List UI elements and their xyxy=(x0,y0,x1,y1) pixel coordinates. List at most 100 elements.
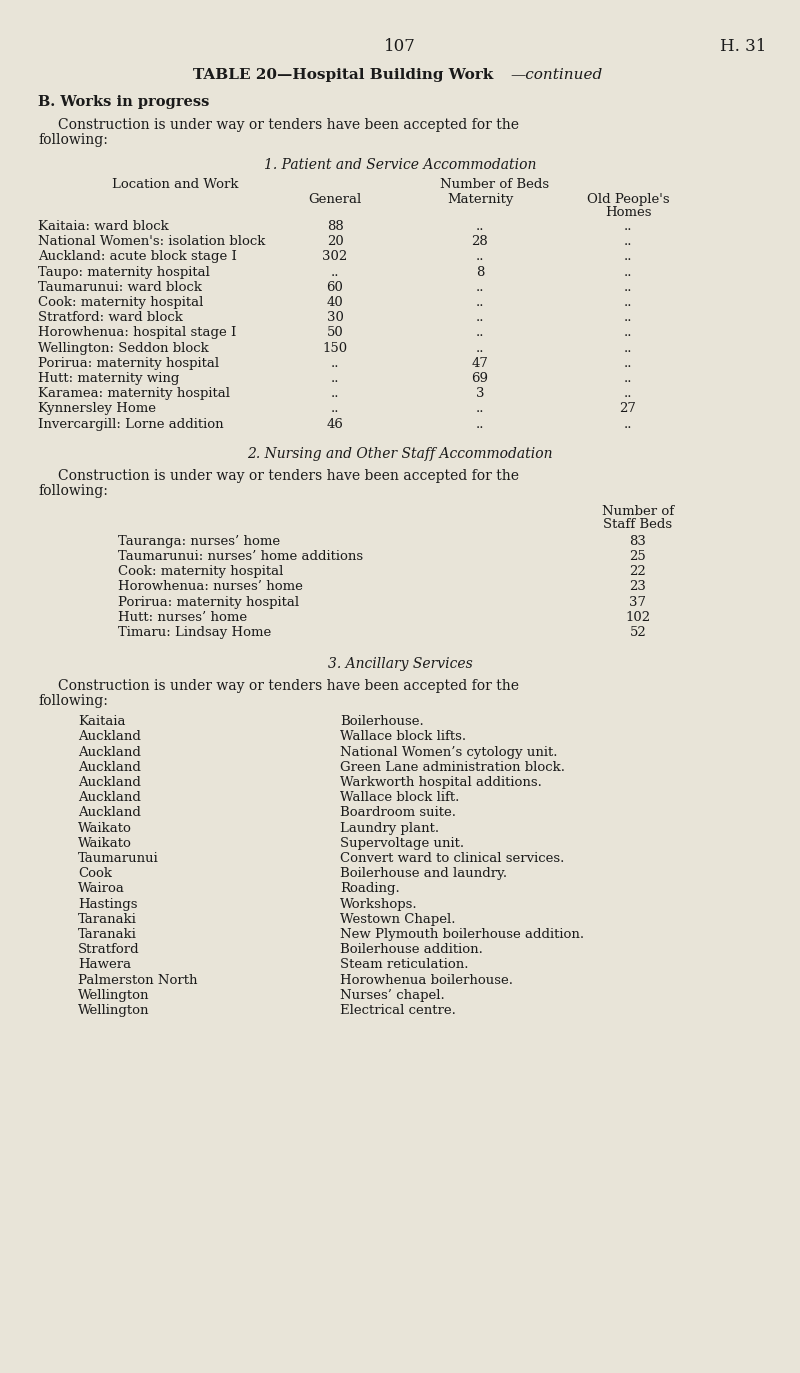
Text: General: General xyxy=(308,194,362,206)
Text: ..: .. xyxy=(624,312,632,324)
Text: Taumarunui: nurses’ home additions: Taumarunui: nurses’ home additions xyxy=(118,551,363,563)
Text: Workshops.: Workshops. xyxy=(340,898,418,910)
Text: Warkworth hospital additions.: Warkworth hospital additions. xyxy=(340,776,542,789)
Text: ..: .. xyxy=(624,220,632,233)
Text: 25: 25 xyxy=(630,551,646,563)
Text: Taupo: maternity hospital: Taupo: maternity hospital xyxy=(38,265,210,279)
Text: Convert ward to clinical services.: Convert ward to clinical services. xyxy=(340,853,564,865)
Text: 8: 8 xyxy=(476,265,484,279)
Text: ..: .. xyxy=(476,281,484,294)
Text: Hawera: Hawera xyxy=(78,958,131,972)
Text: Maternity: Maternity xyxy=(447,194,513,206)
Text: ..: .. xyxy=(476,220,484,233)
Text: following:: following: xyxy=(38,695,108,708)
Text: Laundry plant.: Laundry plant. xyxy=(340,821,439,835)
Text: ..: .. xyxy=(624,372,632,384)
Text: Waikato: Waikato xyxy=(78,821,132,835)
Text: Location and Work: Location and Work xyxy=(112,178,238,191)
Text: 22: 22 xyxy=(630,566,646,578)
Text: Invercargill: Lorne addition: Invercargill: Lorne addition xyxy=(38,417,224,431)
Text: 69: 69 xyxy=(471,372,489,384)
Text: Cook: maternity hospital: Cook: maternity hospital xyxy=(118,566,283,578)
Text: following:: following: xyxy=(38,483,108,498)
Text: Construction is under way or tenders have been accepted for the: Construction is under way or tenders hav… xyxy=(58,468,519,483)
Text: Hutt: nurses’ home: Hutt: nurses’ home xyxy=(118,611,247,623)
Text: ..: .. xyxy=(624,281,632,294)
Text: 23: 23 xyxy=(630,581,646,593)
Text: Waikato: Waikato xyxy=(78,836,132,850)
Text: 302: 302 xyxy=(322,250,348,264)
Text: Hutt: maternity wing: Hutt: maternity wing xyxy=(38,372,179,384)
Text: Wallace block lifts.: Wallace block lifts. xyxy=(340,730,466,743)
Text: Taranaki: Taranaki xyxy=(78,928,137,941)
Text: 37: 37 xyxy=(630,596,646,608)
Text: Auckland: Auckland xyxy=(78,806,141,820)
Text: Supervoltage unit.: Supervoltage unit. xyxy=(340,836,464,850)
Text: Wairoa: Wairoa xyxy=(78,883,125,895)
Text: Boilerhouse addition.: Boilerhouse addition. xyxy=(340,943,483,956)
Text: B. Works in progress: B. Works in progress xyxy=(38,95,210,108)
Text: Cook: Cook xyxy=(78,868,112,880)
Text: following:: following: xyxy=(38,133,108,147)
Text: Timaru: Lindsay Home: Timaru: Lindsay Home xyxy=(118,626,271,638)
Text: 2. Nursing and Other Staff Accommodation: 2. Nursing and Other Staff Accommodation xyxy=(247,446,553,461)
Text: Porirua: maternity hospital: Porirua: maternity hospital xyxy=(118,596,299,608)
Text: Number of: Number of xyxy=(602,505,674,518)
Text: Stratford: Stratford xyxy=(78,943,140,956)
Text: Roading.: Roading. xyxy=(340,883,400,895)
Text: 40: 40 xyxy=(326,297,343,309)
Text: National Women’s cytology unit.: National Women’s cytology unit. xyxy=(340,746,558,759)
Text: Taumarunui: ward block: Taumarunui: ward block xyxy=(38,281,202,294)
Text: 47: 47 xyxy=(471,357,489,369)
Text: ..: .. xyxy=(330,372,339,384)
Text: New Plymouth boilerhouse addition.: New Plymouth boilerhouse addition. xyxy=(340,928,584,941)
Text: 20: 20 xyxy=(326,235,343,249)
Text: ..: .. xyxy=(476,297,484,309)
Text: 28: 28 xyxy=(472,235,488,249)
Text: Old People's: Old People's xyxy=(586,194,670,206)
Text: Westown Chapel.: Westown Chapel. xyxy=(340,913,455,925)
Text: Auckland: Auckland xyxy=(78,776,141,789)
Text: Tauranga: nurses’ home: Tauranga: nurses’ home xyxy=(118,535,280,548)
Text: 3. Ancillary Services: 3. Ancillary Services xyxy=(328,658,472,671)
Text: Stratford: ward block: Stratford: ward block xyxy=(38,312,183,324)
Text: Boilerhouse.: Boilerhouse. xyxy=(340,715,424,728)
Text: H. 31: H. 31 xyxy=(720,38,766,55)
Text: 150: 150 xyxy=(322,342,347,354)
Text: ..: .. xyxy=(476,250,484,264)
Text: 102: 102 xyxy=(626,611,650,623)
Text: Horowhenua boilerhouse.: Horowhenua boilerhouse. xyxy=(340,973,513,987)
Text: ..: .. xyxy=(624,417,632,431)
Text: Kaitaia: Kaitaia xyxy=(78,715,126,728)
Text: Auckland: Auckland xyxy=(78,730,141,743)
Text: ..: .. xyxy=(330,402,339,416)
Text: ..: .. xyxy=(624,265,632,279)
Text: 50: 50 xyxy=(326,327,343,339)
Text: Karamea: maternity hospital: Karamea: maternity hospital xyxy=(38,387,230,400)
Text: National Women's: isolation block: National Women's: isolation block xyxy=(38,235,266,249)
Text: 27: 27 xyxy=(619,402,637,416)
Text: 52: 52 xyxy=(630,626,646,638)
Text: 60: 60 xyxy=(326,281,343,294)
Text: —continued: —continued xyxy=(510,69,602,82)
Text: Taumarunui: Taumarunui xyxy=(78,853,158,865)
Text: Horowhenua: nurses’ home: Horowhenua: nurses’ home xyxy=(118,581,303,593)
Text: Homes: Homes xyxy=(605,206,651,220)
Text: ..: .. xyxy=(330,357,339,369)
Text: ..: .. xyxy=(476,327,484,339)
Text: Steam reticulation.: Steam reticulation. xyxy=(340,958,469,972)
Text: 46: 46 xyxy=(326,417,343,431)
Text: Staff Beds: Staff Beds xyxy=(603,518,673,531)
Text: Porirua: maternity hospital: Porirua: maternity hospital xyxy=(38,357,219,369)
Text: Boardroom suite.: Boardroom suite. xyxy=(340,806,456,820)
Text: Horowhenua: hospital stage I: Horowhenua: hospital stage I xyxy=(38,327,236,339)
Text: Cook: maternity hospital: Cook: maternity hospital xyxy=(38,297,203,309)
Text: ..: .. xyxy=(330,265,339,279)
Text: Wellington: Seddon block: Wellington: Seddon block xyxy=(38,342,209,354)
Text: Wellington: Wellington xyxy=(78,1004,150,1017)
Text: ..: .. xyxy=(624,357,632,369)
Text: 30: 30 xyxy=(326,312,343,324)
Text: Hastings: Hastings xyxy=(78,898,138,910)
Text: 3: 3 xyxy=(476,387,484,400)
Text: TABLE 20—Hospital Building Work: TABLE 20—Hospital Building Work xyxy=(193,69,494,82)
